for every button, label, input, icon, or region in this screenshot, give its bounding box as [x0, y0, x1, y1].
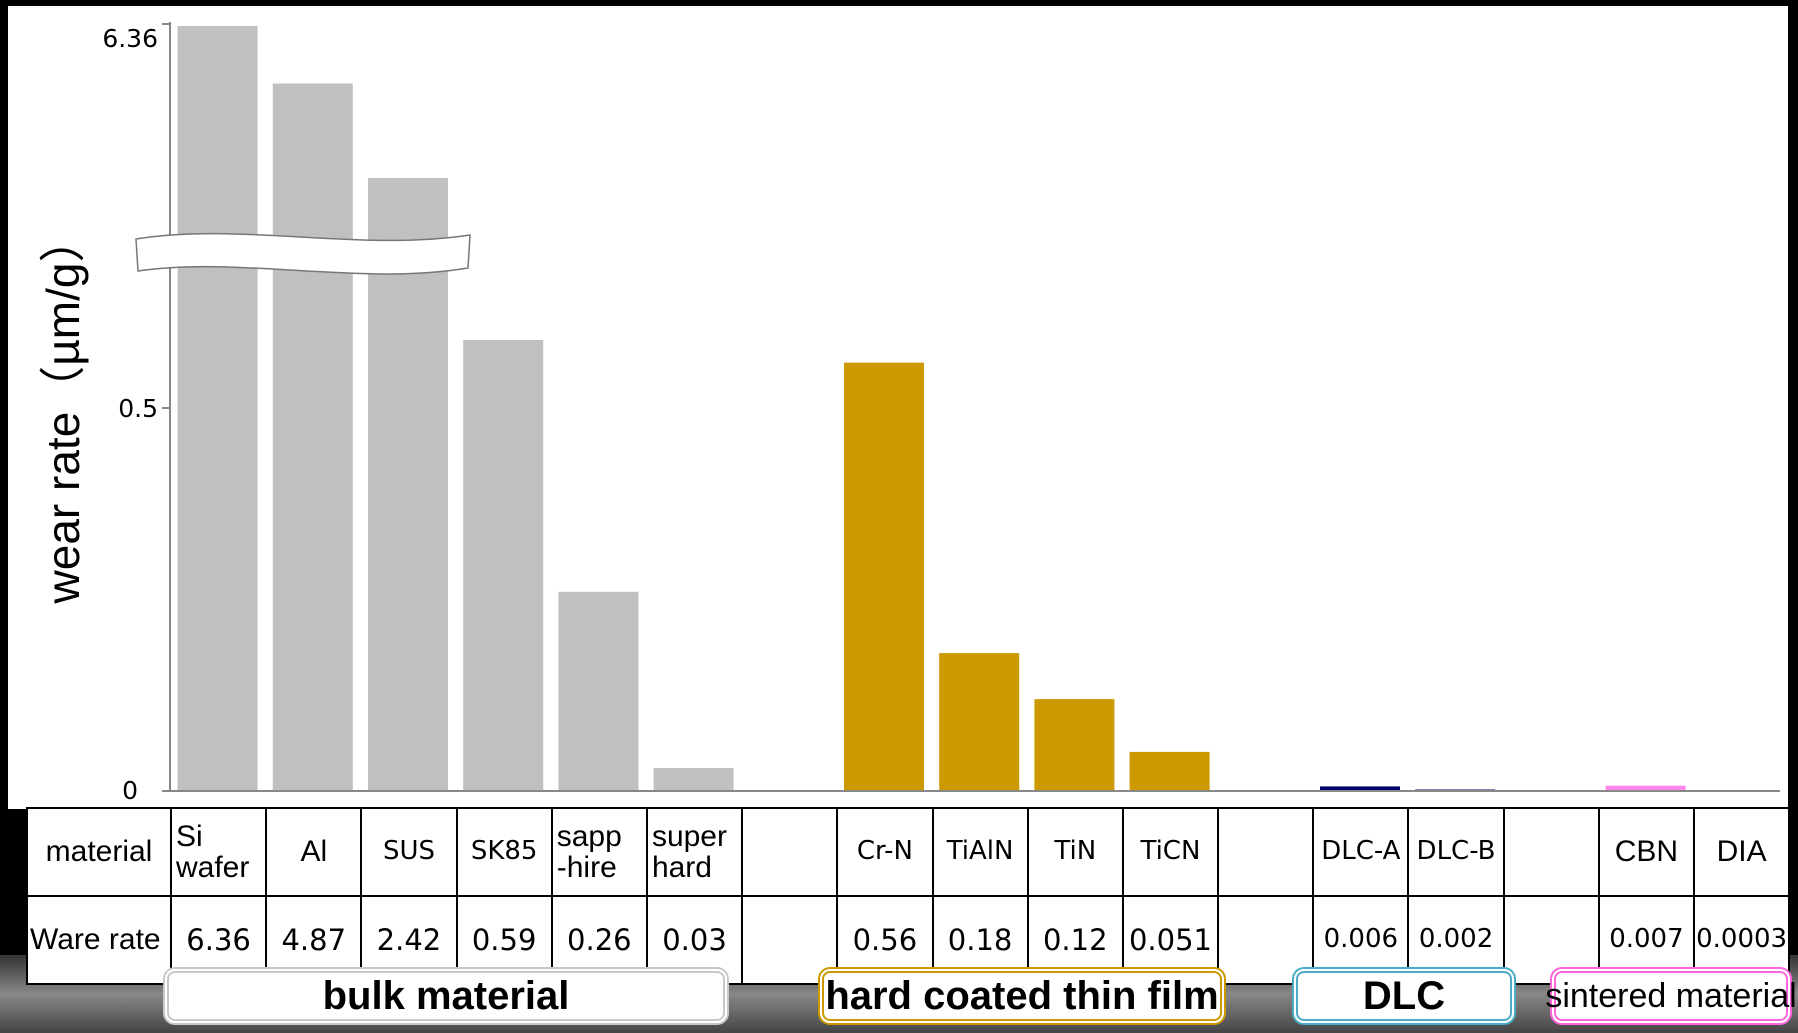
material-cell: DLC-B [1407, 807, 1505, 897]
bar-sk85 [463, 340, 544, 791]
bar-sus [368, 178, 448, 791]
rate-cell: 0.03 [645, 895, 744, 985]
axis-break-symbol [135, 232, 471, 275]
material-cell [1502, 807, 1600, 897]
material-cell: DIA [1692, 807, 1791, 897]
material-cell: sapp -hire [550, 807, 648, 897]
material-cell: Al [265, 807, 363, 897]
y-tick-label-top: 6.36 [102, 24, 158, 53]
group-hard-coated-label: hard coated thin film [825, 973, 1219, 1018]
material-cell [741, 807, 839, 897]
bar-ticn [1129, 751, 1210, 791]
y-tick-label-mid: 0.5 [118, 394, 158, 423]
material-cell [1217, 807, 1315, 897]
row-header-material: material [26, 807, 172, 897]
group-sintered-material: sintered material [1545, 967, 1797, 1025]
material-cell: TiCN [1121, 807, 1220, 897]
bar-cbn [1605, 785, 1686, 791]
row-header-rate: Ware rate [26, 895, 172, 985]
bar-si-wafer [177, 26, 258, 791]
bar-tin [1034, 699, 1115, 791]
group-bulk-material: bulk material [163, 967, 729, 1025]
group-dlc-label: DLC [1362, 973, 1446, 1018]
bar-cr-n [844, 362, 924, 791]
material-cell: DLC-A [1312, 807, 1410, 897]
material-cell: super hard [645, 807, 744, 897]
bar-sapp-hire [558, 591, 639, 791]
data-table: material Si wafer Al SUS SK85 sapp -hire super h… [26, 807, 1791, 985]
material-cell: SUS [360, 807, 458, 897]
bar-super-hard [653, 768, 734, 791]
group-bulk-material-label: bulk material [322, 973, 570, 1018]
group-hard-coated-thin-film: hard coated thin film [818, 967, 1226, 1025]
material-cell: SK85 [455, 807, 553, 897]
group-sintered-label: sintered material [1545, 976, 1797, 1015]
bar-dlc-a [1320, 786, 1400, 791]
material-row: material Si wafer Al SUS SK85 sapp -hire super h… [26, 807, 1791, 897]
material-cell: TiAlN [931, 807, 1029, 897]
y-tick-label-zero: 0 [122, 776, 138, 805]
material-cell: Cr-N [836, 807, 934, 897]
bar-al [272, 83, 353, 791]
bar-tialn [939, 653, 1020, 791]
group-dlc: DLC [1292, 967, 1516, 1025]
rate-cell [1217, 895, 1315, 985]
material-cell: TiN [1026, 807, 1124, 897]
material-cell: CBN [1597, 807, 1696, 897]
bar-plot [135, 22, 1781, 792]
material-cell: Si wafer [169, 807, 268, 897]
